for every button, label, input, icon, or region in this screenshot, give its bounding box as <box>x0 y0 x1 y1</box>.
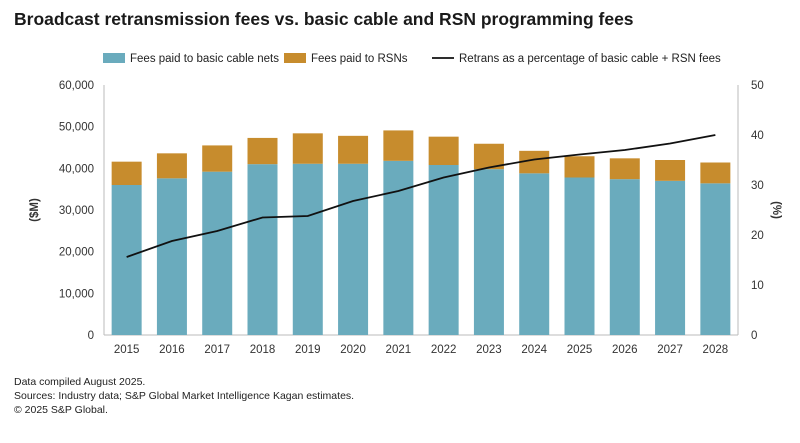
x-tick-label: 2021 <box>386 344 412 356</box>
bar-basic-cable <box>655 180 686 335</box>
y-tick-label: 60,000 <box>59 80 94 92</box>
x-tick-label: 2023 <box>476 344 502 356</box>
bar-rsn <box>156 153 187 179</box>
y2-tick-label: 50 <box>751 80 764 92</box>
x-tick-label: 2019 <box>295 344 321 356</box>
bar-basic-cable <box>609 179 640 335</box>
bar-rsn <box>609 158 640 180</box>
bar-basic-cable <box>519 173 550 335</box>
legend-swatch-rsn <box>284 53 306 63</box>
y2-tick-label: 10 <box>751 280 764 292</box>
legend-label-rsn: Fees paid to RSNs <box>311 53 408 65</box>
chart-title: Broadcast retransmission fees vs. basic … <box>14 9 634 29</box>
x-tick-label: 2020 <box>340 344 366 356</box>
bar-basic-cable <box>700 183 731 335</box>
y2-tick-label: 20 <box>751 230 764 242</box>
note-copyright: © 2025 S&P Global. <box>14 404 108 416</box>
x-tick-label: 2017 <box>204 344 230 356</box>
y-tick-label: 0 <box>88 330 94 342</box>
bar-rsn <box>519 150 550 174</box>
note-sources: Sources: Industry data; S&P Global Marke… <box>14 390 355 402</box>
y-tick-label: 30,000 <box>59 205 94 217</box>
x-tick-label: 2015 <box>114 344 140 356</box>
y-tick-label: 50,000 <box>59 122 94 134</box>
bar-rsn <box>700 162 731 184</box>
legend-label-retrans: Retrans as a percentage of basic cable +… <box>459 53 721 65</box>
x-tick-label: 2026 <box>612 344 638 356</box>
retrans-percentage-line <box>126 134 716 258</box>
x-tick-label: 2025 <box>567 344 593 356</box>
x-tick-label: 2022 <box>431 344 457 356</box>
bar-rsn <box>292 133 323 164</box>
bar-basic-cable <box>338 163 369 335</box>
bar-basic-cable <box>564 177 595 335</box>
note-compiled: Data compiled August 2025. <box>14 376 146 388</box>
bar-basic-cable <box>156 178 187 335</box>
footnotes: Data compiled August 2025. Sources: Indu… <box>14 375 354 417</box>
y2-tick-label: 40 <box>751 130 764 142</box>
bar-basic-cable <box>292 163 323 335</box>
bar-basic-cable <box>428 165 459 335</box>
legend-swatch-basic-cable <box>103 53 125 63</box>
x-tick-label: 2028 <box>703 344 729 356</box>
x-tick-label: 2018 <box>250 344 276 356</box>
x-tick-label: 2027 <box>657 344 683 356</box>
bar-rsn <box>202 145 233 172</box>
bar-rsn <box>655 160 686 181</box>
x-tick-label: 2016 <box>159 344 185 356</box>
bar-basic-cable <box>202 171 233 335</box>
bar-basic-cable <box>111 185 142 335</box>
y2-tick-label: 30 <box>751 180 764 192</box>
bar-rsn <box>383 130 414 161</box>
y-axis-title: ($M) <box>29 198 41 222</box>
y-tick-label: 40,000 <box>59 163 94 175</box>
y-tick-label: 10,000 <box>59 288 94 300</box>
bar-rsn <box>428 136 459 165</box>
bar-basic-cable <box>473 169 504 335</box>
bar-rsn <box>111 161 142 185</box>
bar-rsn <box>247 137 278 165</box>
bar-rsn <box>564 156 595 178</box>
bar-basic-cable <box>247 164 278 335</box>
legend-label-basic-cable: Fees paid to basic cable nets <box>130 53 279 65</box>
bar-basic-cable <box>383 160 414 335</box>
bar-rsn <box>338 135 369 164</box>
y2-axis-title: (%) <box>770 201 782 219</box>
x-tick-label: 2024 <box>521 344 547 356</box>
y-tick-label: 20,000 <box>59 247 94 259</box>
y2-tick-label: 0 <box>751 330 757 342</box>
chart: 0 10,000 20,000 30,000 40,000 50,000 60,000 0 10… <box>29 53 782 356</box>
